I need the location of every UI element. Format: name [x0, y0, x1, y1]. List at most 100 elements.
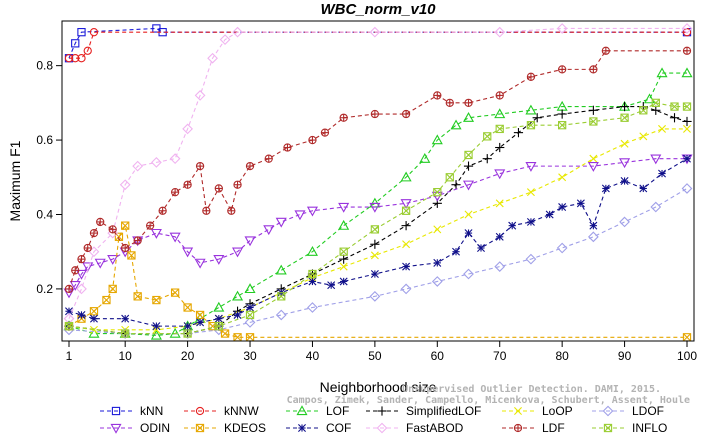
data-point [214, 321, 223, 331]
data-point [183, 180, 192, 189]
data-point [232, 26, 243, 38]
data-point [170, 288, 180, 297]
data-point [89, 307, 99, 316]
data-point [464, 98, 473, 108]
data-point [450, 119, 462, 130]
data-point [513, 128, 524, 138]
data-point [556, 23, 568, 34]
series-line [68, 106, 688, 335]
data-point [620, 113, 629, 122]
data-point [401, 206, 411, 215]
data-point [370, 251, 379, 260]
data-point [64, 321, 74, 331]
data-point [194, 258, 206, 269]
data-point [102, 295, 111, 305]
data-point [121, 243, 130, 253]
data-point [558, 203, 567, 212]
data-point [601, 46, 610, 55]
data-point [431, 276, 443, 287]
data-point [121, 314, 130, 323]
data-point [433, 225, 442, 234]
data-point [194, 90, 206, 101]
data-point [233, 180, 242, 189]
series-line [68, 27, 687, 319]
legend-label: LDOF [632, 404, 664, 418]
data-point [146, 221, 155, 230]
data-point [651, 98, 660, 108]
data-point [683, 124, 691, 133]
data-point [82, 262, 94, 273]
x-tick-label: 80 [555, 349, 569, 363]
legend-label: LDF [542, 421, 565, 434]
legend-label: SimplifiedLOF [406, 404, 481, 418]
series-line [68, 102, 687, 335]
data-point [214, 314, 223, 323]
data-point [477, 243, 485, 252]
data-point [650, 154, 662, 165]
data-point [658, 169, 667, 178]
data-point [77, 28, 86, 37]
data-point [245, 161, 255, 171]
data-point [308, 277, 317, 286]
x-tick-label: 10 [119, 349, 133, 363]
legend-marker [376, 422, 388, 434]
data-point [508, 221, 517, 230]
watermark-line-1: Unsupervised Outlier Detection. DAMI, 20… [402, 383, 661, 395]
data-point [370, 270, 379, 279]
series-line [69, 31, 687, 59]
data-point [451, 180, 461, 190]
data-point [64, 54, 74, 63]
y-tick-label: 0.4 [36, 207, 53, 221]
data-point [283, 143, 292, 152]
series-odin [63, 154, 693, 299]
legend-marker [603, 423, 613, 433]
legend-marker [195, 423, 205, 433]
x-tick-label: 20 [181, 349, 195, 363]
data-point [369, 290, 381, 302]
y-tick-label: 0.2 [36, 282, 53, 296]
data-point [525, 104, 537, 115]
data-point [433, 91, 442, 100]
data-point [462, 112, 475, 122]
data-point [483, 132, 492, 141]
data-point [213, 301, 225, 312]
x-tick-label: 70 [493, 349, 507, 363]
watermark-line-2: Campos, Zimek, Sander, Campello, Micenko… [287, 394, 690, 406]
data-point [639, 132, 648, 141]
legend-label: FastABOD [406, 421, 464, 434]
series-line [68, 72, 687, 336]
data-point [587, 231, 599, 243]
data-point [463, 268, 474, 280]
data-point [108, 225, 117, 234]
data-point [244, 317, 256, 328]
data-point [433, 188, 442, 197]
legend-label: LoOP [542, 404, 573, 418]
data-point [96, 217, 105, 227]
data-point [244, 283, 256, 294]
data-point [182, 247, 194, 258]
data-point [401, 221, 411, 231]
legend-item-cof: COF [286, 421, 351, 434]
series-line [68, 128, 687, 331]
data-point [650, 201, 662, 213]
data-point [369, 26, 381, 38]
data-point [263, 225, 275, 236]
data-point [431, 134, 443, 145]
data-point [89, 228, 99, 238]
data-point [589, 65, 598, 74]
data-point [246, 303, 255, 312]
legend-label: ODIN [140, 421, 170, 434]
data-point [64, 284, 74, 294]
data-point [227, 206, 236, 215]
data-point [495, 199, 504, 208]
data-point [681, 67, 693, 78]
legend-marker [377, 406, 387, 416]
data-point [119, 179, 131, 191]
data-point [214, 184, 223, 193]
data-point [63, 313, 75, 325]
data-point [526, 72, 536, 81]
legend-label: kNNW [224, 404, 259, 418]
data-point [195, 161, 205, 171]
data-point [277, 292, 286, 301]
data-point [150, 228, 162, 239]
